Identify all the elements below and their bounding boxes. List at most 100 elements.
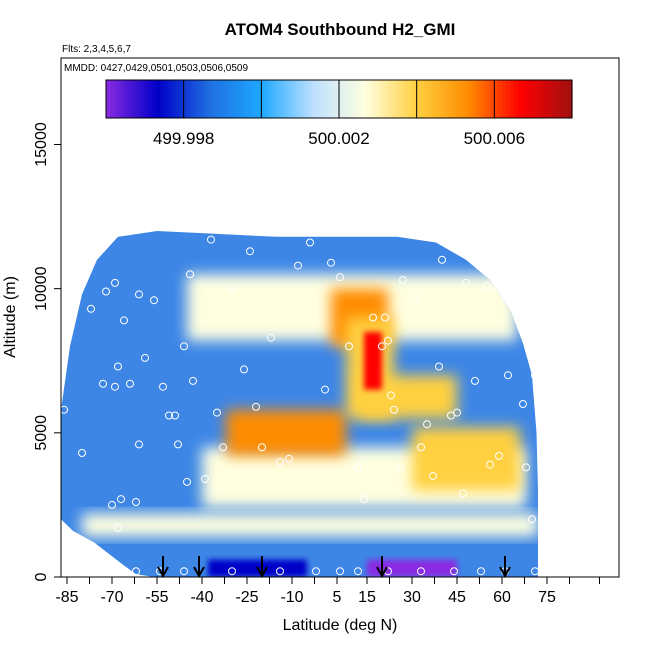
colorbar-cell [137,80,142,118]
colorbar-cell [183,80,189,118]
data-point [183,477,191,486]
data-point [510,264,518,273]
colorbar-cell [405,80,410,118]
data-point [120,215,128,224]
feature-tongue-lower-ne [412,427,520,491]
curtain-features [82,274,538,577]
data-point [471,376,479,385]
colorbar-cell [401,80,406,118]
colorbar-cell [172,80,177,118]
data-point [504,371,512,380]
colorbar-cell [537,80,542,118]
colorbar-cell [253,80,259,118]
colorbar-cell [117,80,123,118]
colorbar-cell [245,80,251,118]
colorbar-cell [296,80,301,118]
data-point [312,567,320,576]
colorbar-cell [521,80,526,118]
data-point [531,567,539,576]
x-tick-label: 75 [538,589,556,606]
colorbar-cell [408,80,414,118]
data-point [336,273,344,282]
colorbar-cell [218,80,224,118]
colorbar-cell [420,80,426,118]
data-point [180,567,188,576]
x-tick-label: 5 [333,589,342,606]
y-tick-label: 10000 [33,266,50,311]
colorbar-cell [214,80,220,118]
colorbar-cell [280,80,286,118]
colorbar-cell [540,80,546,118]
colorbar-cell [416,80,422,118]
flight-arrow [157,556,169,579]
colorbar-cell [447,80,453,118]
feature-central-plume-hot [364,331,382,390]
colorbar-cell [494,80,499,118]
colorbar-cell [315,80,321,118]
x-tick-label: -85 [55,589,78,606]
colorbar-cell [467,80,472,118]
data-point [285,454,293,463]
colorbar-cell [548,80,554,118]
data-point [435,362,443,371]
data-point [72,299,80,308]
colorbar-cell [331,80,336,118]
data-point [186,270,194,279]
colorbar-cell [505,80,511,118]
data-point [321,385,329,394]
colorbar-cell [241,80,247,118]
colorbar-cell [373,80,379,118]
colorbar-cell [358,80,363,118]
colorbar-cell [121,80,127,118]
colorbar-cell [133,80,138,118]
data-point [354,463,362,472]
y-tick-label: 0 [33,572,50,581]
data-point [423,420,431,429]
colorbar-cell [513,80,519,118]
data-point [462,278,470,287]
flight-arrow [376,556,388,579]
data-point [453,408,461,417]
colorbar-cell [319,80,325,118]
data-point [189,376,197,385]
data-point [276,567,284,576]
data-point [306,238,314,247]
data-point [135,290,143,299]
data-point [495,451,503,460]
data-point [417,567,425,576]
colorbar-cell [381,80,387,118]
colorbar-cell [238,80,243,118]
data-point [381,313,389,322]
data-point [61,405,68,414]
data-point [150,296,158,305]
x-tick-label: 45 [448,589,466,606]
colorbar-cell [350,80,356,118]
data-point [108,500,116,509]
data-point [327,258,335,267]
colorbar-cell [109,80,115,118]
colorbar-cell [307,80,313,118]
colorbar-cell [175,80,181,118]
colorbar-cell [195,80,200,118]
chart-title: ATOM4 Southbound H2_GMI [225,20,456,39]
colorbar-cell [436,80,441,118]
data-point [345,342,353,351]
colorbar: 499.998 500.002 500.006 [105,79,573,148]
colorbar-cell [432,80,437,118]
data-point [99,379,107,388]
data-point [459,489,467,498]
colorbar-cell [529,80,534,118]
colorbar-cell [203,80,208,118]
y-axis-label: Altitude (m) [2,276,19,358]
data-point [360,495,368,504]
data-point [528,515,536,524]
data-point [111,278,119,287]
colorbar-cell [428,80,433,118]
colorbar-cell [342,80,348,118]
colorbar-cell [261,80,266,118]
data-point [399,276,407,284]
data-point [132,498,140,506]
colorbar-cell [226,80,231,118]
data-point [252,402,260,411]
